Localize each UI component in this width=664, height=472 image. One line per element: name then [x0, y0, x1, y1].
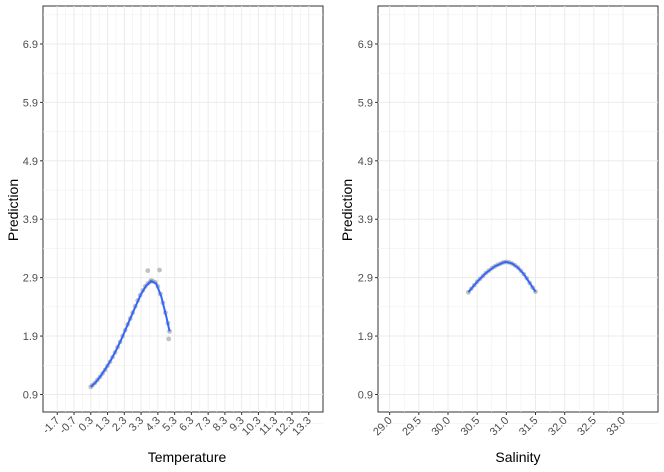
x-tick-label: 4.3: [144, 415, 163, 434]
salinity-smooth-line: [467, 260, 537, 293]
temperature-major-grid: [43, 6, 323, 412]
y-tick-label: 5.9: [23, 97, 38, 109]
temperature-panel: 0.9 1.9 2.9 3.9 4.9 5.9 6.9 -1.7-0.70.31.32.33…: [5, 5, 324, 465]
x-tick-label: 30.5: [459, 415, 483, 439]
y-tick-label: 6.9: [358, 39, 373, 51]
salinity-panel: 0.91.92.93.94.95.96.9 29.0 29.5 30.0 30.5 31…: [339, 5, 659, 465]
x-tick-label: 0.3: [77, 415, 96, 434]
x-tick-label: 1.3: [93, 415, 112, 434]
salinity-y-ticks: 0.9 1.9 2.9 3.9 4.9 5.9 6.9: [358, 39, 378, 401]
salinity-x-axis-title: Salinity: [495, 449, 540, 465]
x-tick-label: 29.5: [400, 415, 424, 439]
salinity-plot-area: [377, 5, 659, 413]
temperature-minor-grid: [43, 6, 323, 424]
x-tick-label: 33.0: [604, 415, 628, 439]
y-tick-label: 3.9: [358, 214, 373, 226]
y-tick-label: 0.9: [358, 389, 373, 401]
y-tick-label: 2.9: [358, 273, 373, 285]
x-tick-label: 31.0: [488, 415, 512, 439]
x-tick-label: 13.3: [290, 415, 314, 439]
x-tick-label: 32.5: [575, 415, 599, 439]
temperature-smooth-line: [90, 279, 171, 388]
data-point: [145, 268, 151, 274]
data-point: [157, 267, 162, 273]
salinity-major-grid: [378, 6, 658, 412]
x-tick-label: 5.3: [160, 415, 179, 434]
x-tick-label: 29.0: [371, 415, 395, 439]
y-tick-label: 6.9: [23, 39, 38, 51]
x-tick-label: 30.0: [429, 415, 453, 439]
x-tick-label: 31.5: [517, 415, 541, 439]
x-tick-label: 6.3: [177, 415, 196, 434]
y-tick-label: 3.9: [23, 214, 38, 226]
x-tick-label: 3.3: [127, 415, 146, 434]
temperature-y-axis-title: Prediction: [5, 179, 21, 241]
salinity-minor-grid: [378, 6, 658, 424]
salinity-x-ticks: 29.0 29.5 30.0 30.5 31.0 31.5 32.0 32.5 33.0: [371, 412, 628, 438]
y-tick-label: 4.9: [23, 156, 38, 168]
y-tick-label: 2.9: [23, 273, 38, 285]
x-tick-label: 2.3: [110, 415, 129, 434]
x-tick-label: 8.3: [211, 415, 230, 434]
x-tick-label: 32.0: [546, 415, 570, 439]
y-tick-label: 1.9: [23, 331, 38, 343]
y-tick-label: 1.9: [358, 331, 373, 343]
y-tick-label: 5.9: [358, 97, 373, 109]
salinity-y-axis-title: Prediction: [339, 179, 355, 241]
x-tick-label: 7.3: [194, 415, 213, 434]
y-tick-label: 0.9: [23, 389, 38, 401]
y-tick-label: 4.9: [358, 156, 373, 168]
temperature-x-ticks: -1.7-0.70.31.32.33.34.35.36.37.38.39.310…: [40, 412, 314, 439]
temperature-y-ticks: 0.9 1.9 2.9 3.9 4.9 5.9 6.9: [23, 39, 43, 401]
data-point: [166, 336, 172, 342]
temperature-x-axis-title: Temperature: [148, 449, 227, 465]
